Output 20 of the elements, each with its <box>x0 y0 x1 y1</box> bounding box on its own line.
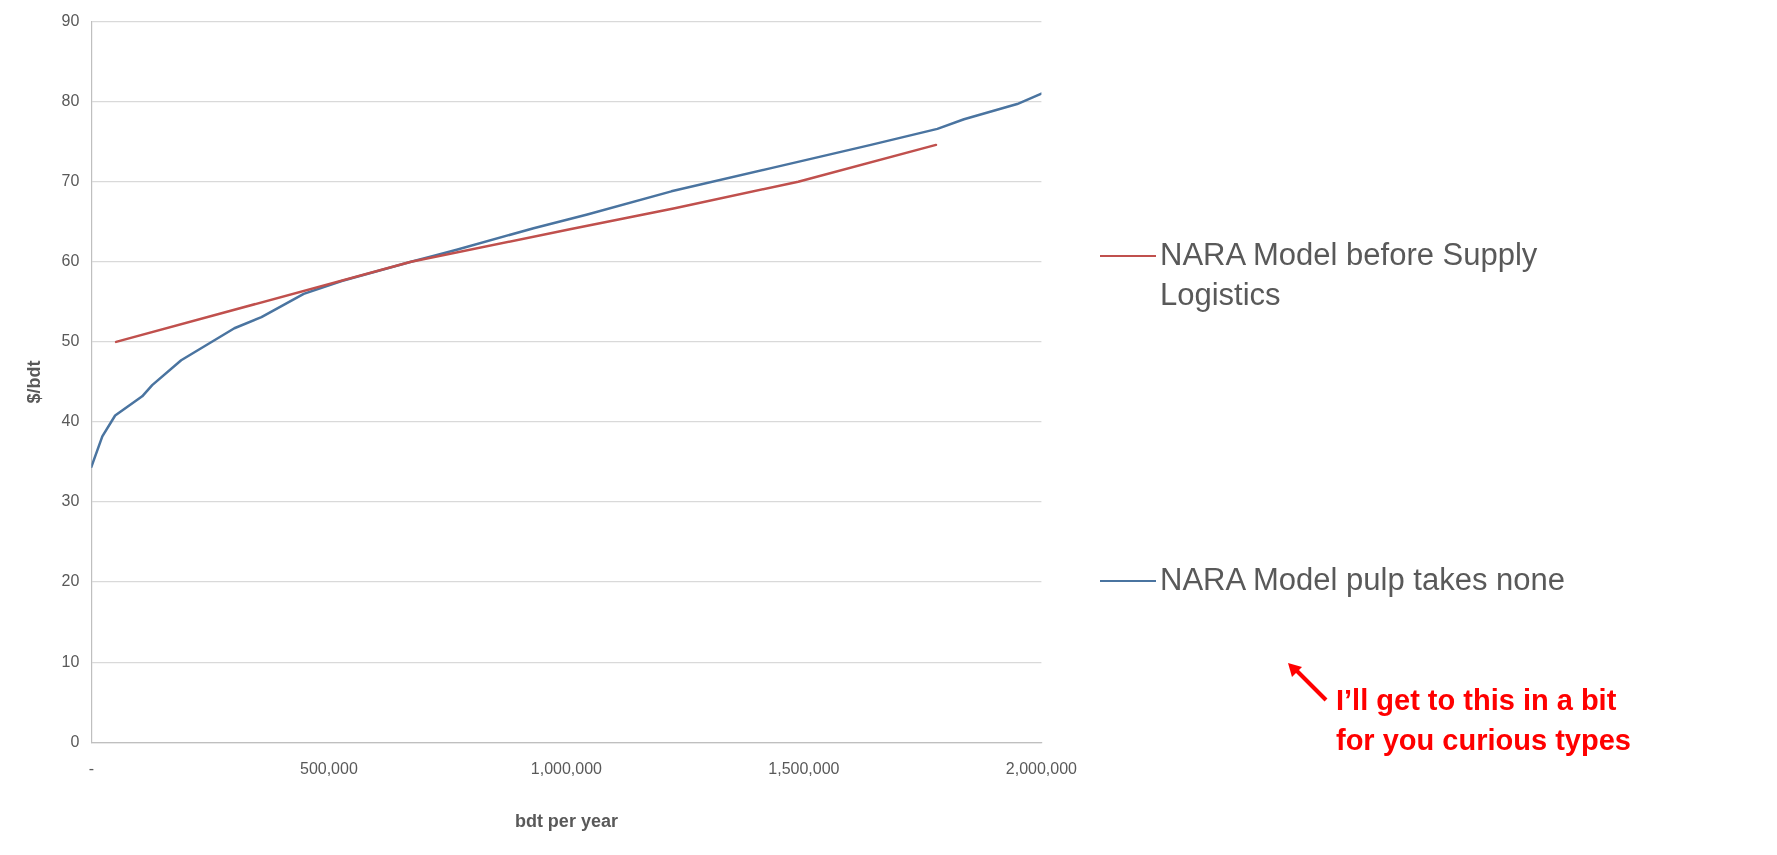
legend-label: NARA Model pulp takes none <box>1160 561 1565 599</box>
x-tick-label: 1,000,000 <box>530 760 603 778</box>
text: I’ll get to this in a bit for you curious types <box>1336 683 1631 758</box>
y-axis-title: $/bdt <box>23 360 44 404</box>
y-tick-label: 60 <box>61 252 80 270</box>
x-tick-label: - <box>88 760 95 778</box>
legend-label: NARA Model before Supply Logistics <box>1160 236 1539 314</box>
y-tick-label: 70 <box>61 172 80 190</box>
y-tick-label: 0 <box>70 732 80 750</box>
x-axis-title: bdt per year <box>514 811 618 832</box>
x-tick-label: 2,000,000 <box>1005 760 1078 778</box>
y-tick-label: 40 <box>61 412 80 430</box>
y-tick-label: 30 <box>61 492 80 510</box>
y-tick-label: 20 <box>61 572 80 590</box>
y-tick-label: 50 <box>61 332 80 350</box>
y-tick-label: 10 <box>61 652 80 670</box>
x-tick-label: 1,500,000 <box>768 760 840 778</box>
x-tick-label: 500,000 <box>299 760 358 778</box>
y-tick-label: 90 <box>61 12 80 30</box>
y-tick-label: 80 <box>61 92 80 110</box>
